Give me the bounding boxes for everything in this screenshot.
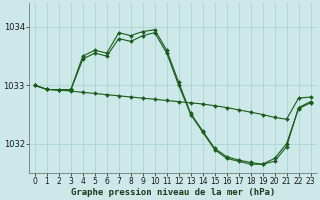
X-axis label: Graphe pression niveau de la mer (hPa): Graphe pression niveau de la mer (hPa): [71, 188, 275, 197]
